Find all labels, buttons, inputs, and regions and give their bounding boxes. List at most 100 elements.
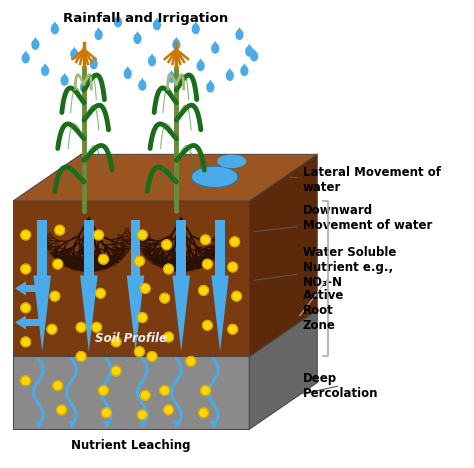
Polygon shape [198,58,203,63]
Polygon shape [131,220,140,276]
Circle shape [94,230,103,240]
Circle shape [202,321,212,330]
Circle shape [202,259,212,269]
Polygon shape [15,281,26,295]
Ellipse shape [80,82,88,93]
Circle shape [101,408,111,418]
Circle shape [140,390,150,400]
Text: Downward
Movement of water: Downward Movement of water [254,205,432,233]
Circle shape [92,322,101,332]
Polygon shape [237,27,242,32]
Polygon shape [35,421,42,426]
Polygon shape [135,31,140,36]
Ellipse shape [240,66,248,76]
Polygon shape [227,68,233,73]
Circle shape [160,386,170,395]
Polygon shape [211,276,229,351]
Ellipse shape [206,82,214,93]
Polygon shape [72,47,77,51]
Ellipse shape [138,80,146,91]
Ellipse shape [211,43,219,54]
Circle shape [135,256,144,266]
Ellipse shape [133,33,142,44]
Circle shape [228,324,237,334]
Circle shape [137,230,147,240]
Ellipse shape [51,23,59,34]
Polygon shape [208,80,213,84]
Polygon shape [96,27,101,32]
Ellipse shape [197,60,205,71]
Ellipse shape [236,29,244,40]
Ellipse shape [167,72,175,83]
Polygon shape [26,319,42,326]
Circle shape [21,337,30,347]
Polygon shape [127,276,144,351]
Polygon shape [115,15,121,19]
Circle shape [76,322,86,332]
Polygon shape [67,421,75,426]
Polygon shape [249,310,317,429]
Polygon shape [149,53,155,58]
Circle shape [201,235,210,245]
Polygon shape [246,44,252,48]
Circle shape [186,357,196,366]
Polygon shape [13,201,249,357]
Polygon shape [169,70,174,75]
Polygon shape [212,41,218,45]
Ellipse shape [61,75,69,86]
Circle shape [232,292,241,301]
Circle shape [164,405,173,415]
Circle shape [47,324,57,334]
Text: Water Soluble
Nutrient e.g.,
NO₃-N: Water Soluble Nutrient e.g., NO₃-N [254,246,396,289]
Ellipse shape [191,166,238,188]
Polygon shape [173,421,180,426]
Circle shape [21,303,30,313]
Text: Deep
Percolation: Deep Percolation [303,372,378,400]
Polygon shape [15,315,26,329]
Polygon shape [13,357,249,429]
Polygon shape [13,310,317,357]
Ellipse shape [90,58,98,69]
Ellipse shape [41,66,49,76]
Circle shape [201,386,210,395]
Circle shape [228,262,237,272]
Text: Active
Root
Zone: Active Root Zone [303,289,344,332]
Polygon shape [249,154,317,357]
Polygon shape [176,220,186,276]
Polygon shape [173,37,179,42]
Ellipse shape [226,70,234,81]
Circle shape [99,386,108,395]
Circle shape [147,351,157,361]
Ellipse shape [114,17,122,28]
Polygon shape [26,285,42,292]
Circle shape [230,237,239,247]
Circle shape [140,284,150,293]
Polygon shape [154,17,160,22]
Circle shape [53,259,63,269]
Polygon shape [81,80,87,84]
Polygon shape [251,49,257,53]
Polygon shape [193,22,199,26]
Circle shape [162,240,172,249]
Text: Soil Profile: Soil Profile [95,332,167,345]
Polygon shape [62,73,67,78]
Circle shape [96,288,105,298]
Circle shape [111,337,121,347]
Ellipse shape [148,56,156,66]
Text: Lateral Movement of
water: Lateral Movement of water [290,166,441,194]
Circle shape [164,332,173,342]
Ellipse shape [31,39,39,50]
Polygon shape [242,63,247,68]
Polygon shape [138,421,146,426]
Polygon shape [42,63,48,68]
Polygon shape [52,22,58,26]
Circle shape [76,351,86,361]
Polygon shape [210,421,217,426]
Polygon shape [23,51,28,55]
Circle shape [135,347,144,357]
Polygon shape [34,276,51,351]
Circle shape [99,255,108,264]
Circle shape [137,410,147,420]
Circle shape [111,366,121,376]
Polygon shape [80,276,98,351]
